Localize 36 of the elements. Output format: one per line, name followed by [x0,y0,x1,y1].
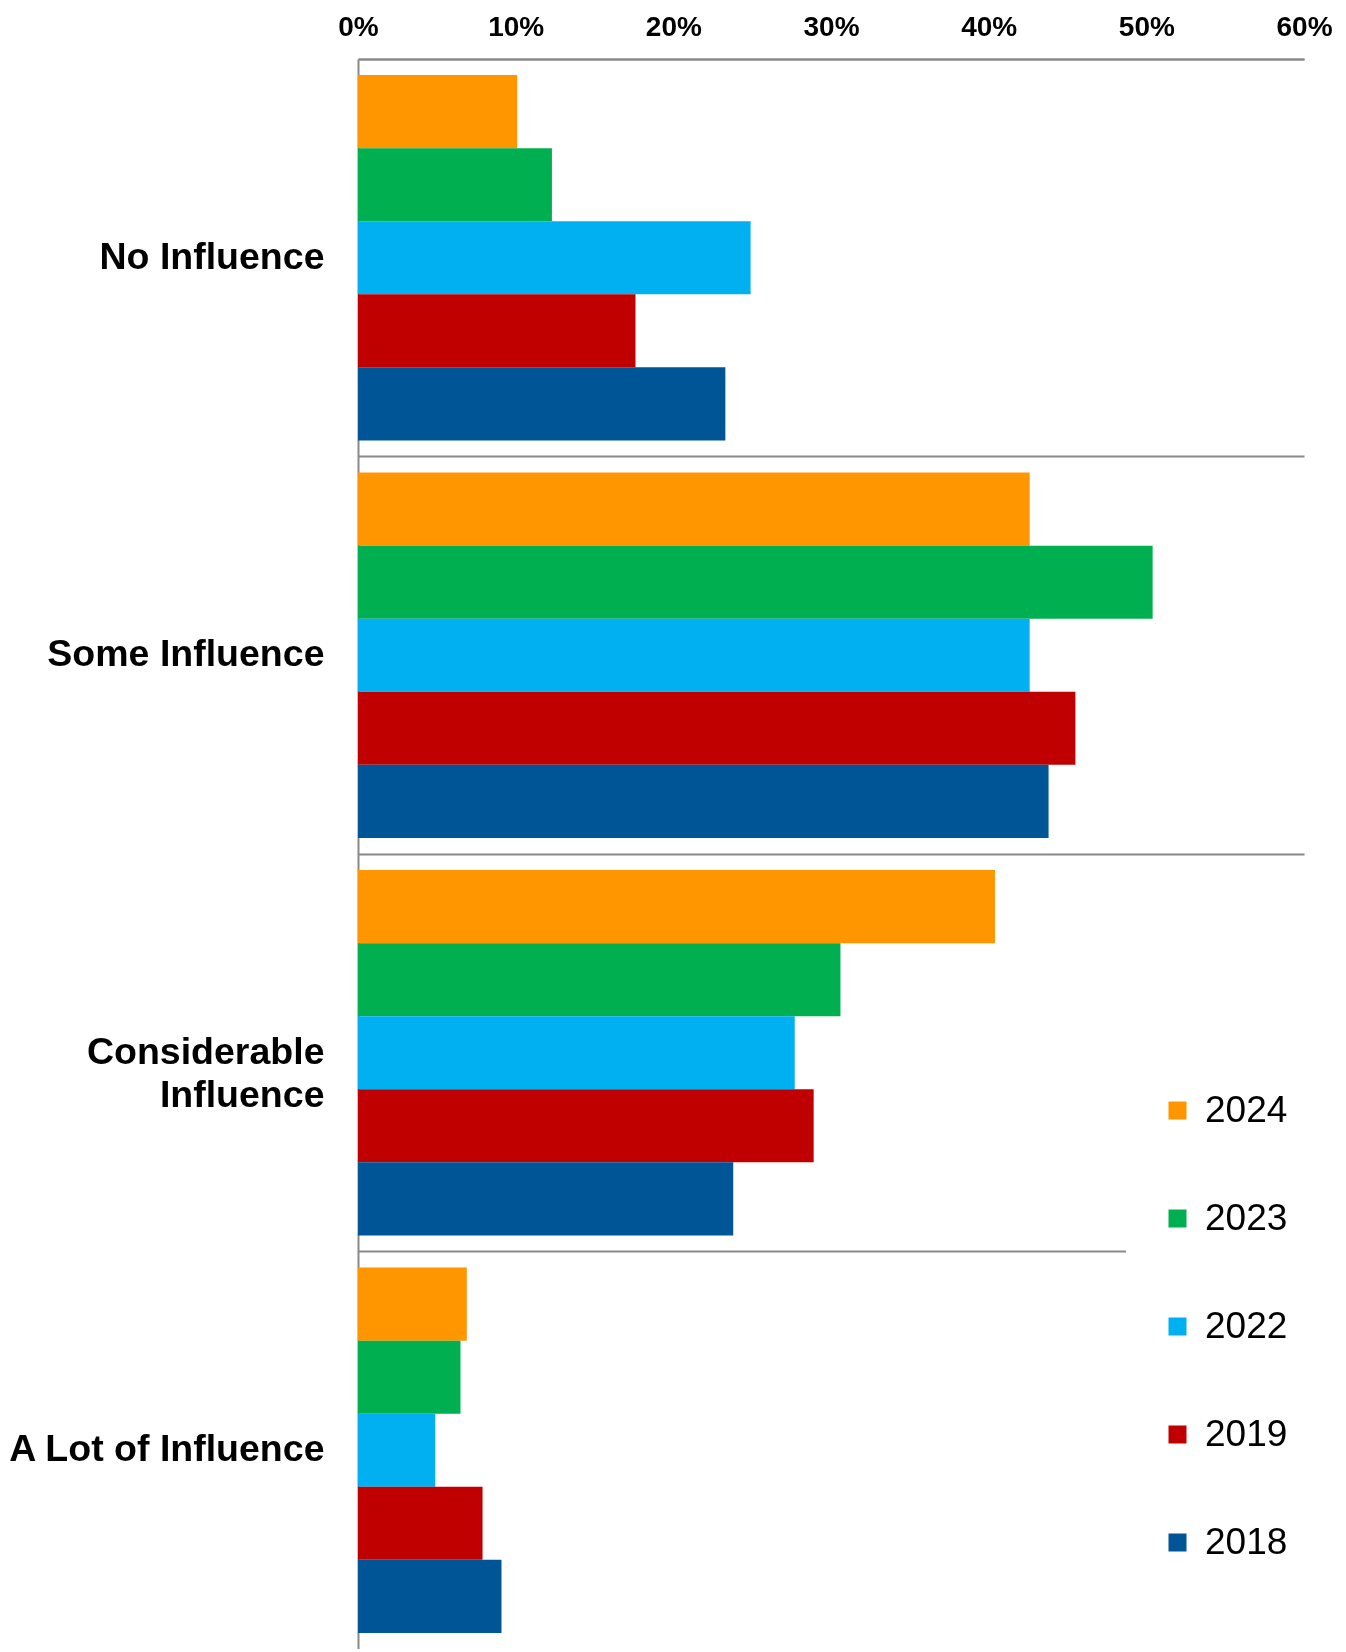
legend-label: 2023 [1205,1196,1288,1238]
bar [358,221,751,295]
y-tick-label: No Influence [99,234,325,277]
legend-label: 2018 [1205,1520,1288,1562]
bar [358,943,841,1017]
y-tick-label: Some Influence [47,632,325,675]
bar [358,472,1030,546]
bar [358,764,1049,838]
x-tick-label: 40% [961,10,1018,42]
bar [358,148,552,222]
bar [358,1162,734,1236]
legend-label: 2019 [1205,1412,1288,1454]
y-tick-label: A Lot of Influence [9,1427,325,1470]
bar [358,75,518,149]
bar [358,1016,795,1090]
bar [358,870,995,944]
bar [358,367,726,441]
bar [358,545,1153,619]
bar [358,1340,461,1414]
bar [358,1089,814,1163]
x-tick-label: 30% [803,10,860,42]
bar [358,1486,483,1560]
x-tick-label: 10% [488,10,545,42]
bar [358,1267,467,1341]
x-tick-label: 20% [645,10,702,42]
legend-label: 2024 [1205,1088,1288,1130]
bar [358,691,1076,765]
x-tick-label: 60% [1276,10,1333,42]
bar [358,1559,502,1633]
x-tick-label: 0% [338,10,379,42]
y-tick-label: Considerable Influence [86,1029,325,1115]
legend-label: 2022 [1205,1304,1288,1346]
bar [358,1413,436,1487]
x-tick-label: 50% [1118,10,1175,42]
bar [358,618,1030,692]
bar [358,294,636,368]
